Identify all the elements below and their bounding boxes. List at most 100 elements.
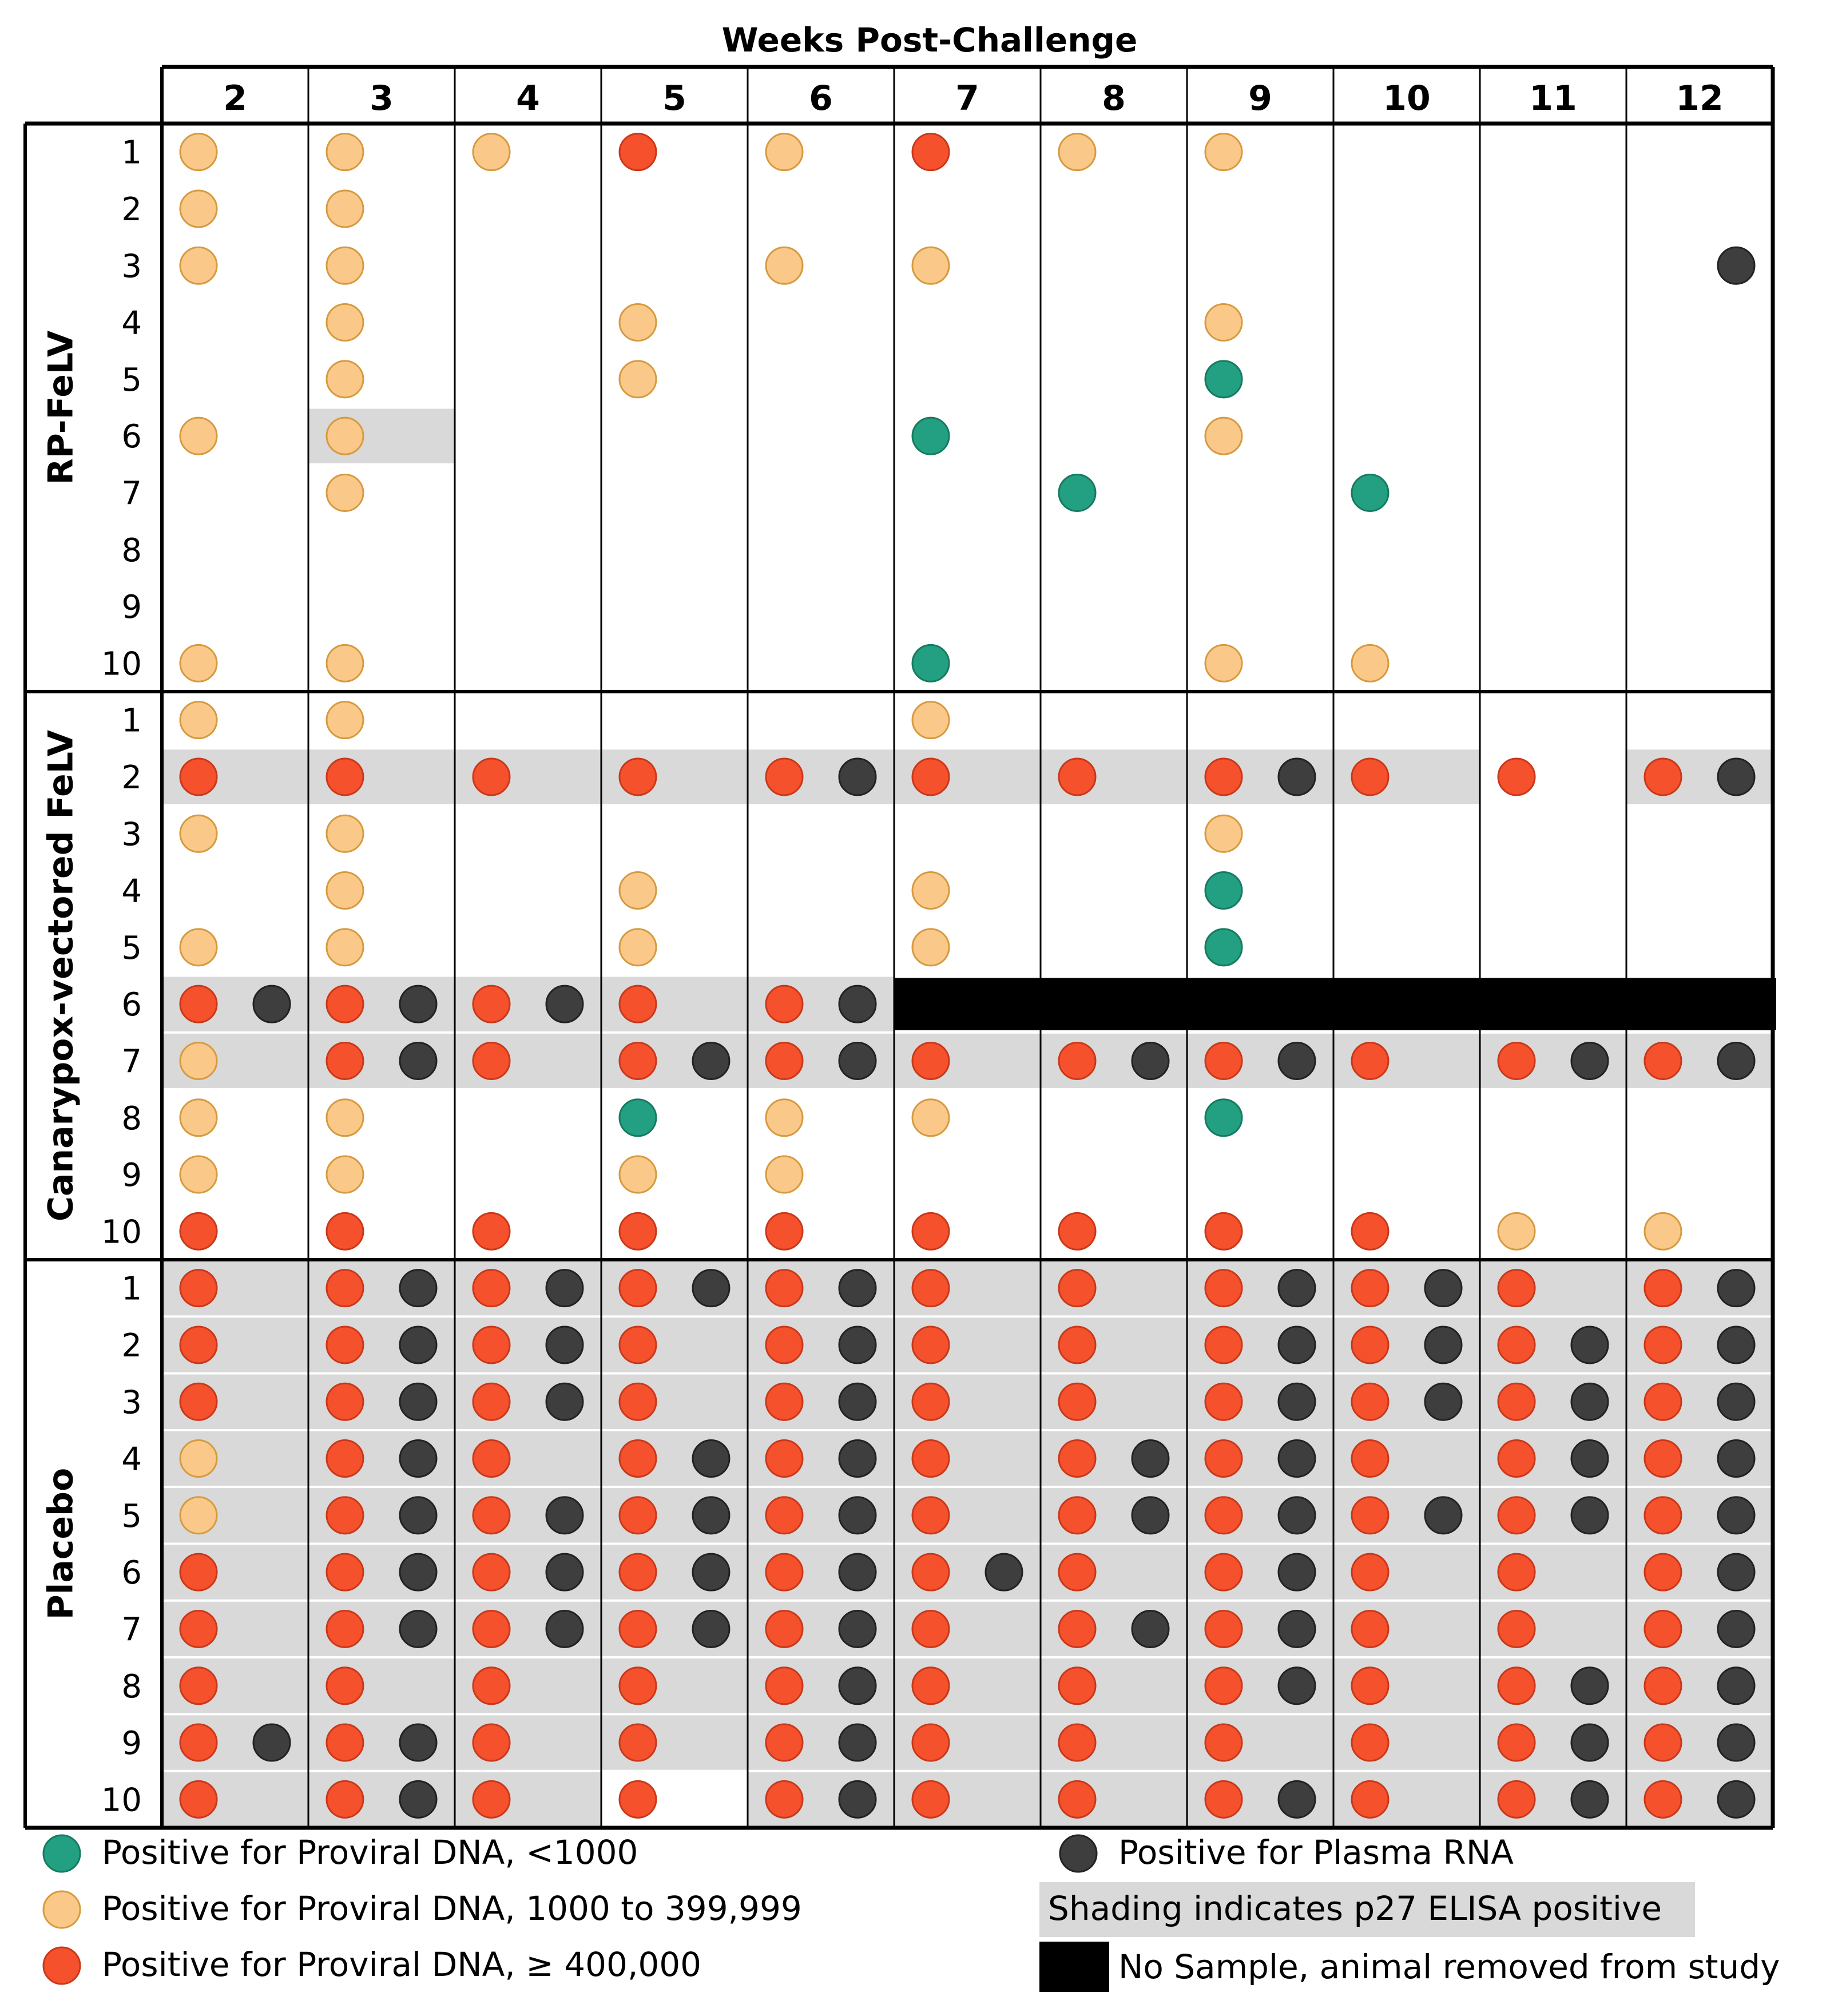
dna-dot	[179, 246, 218, 285]
dna-dot	[179, 644, 218, 682]
dna-dot	[472, 1553, 511, 1592]
dna-dot	[325, 416, 364, 455]
legend-swatch-teal	[42, 1834, 81, 1873]
dna-dot	[179, 1666, 218, 1705]
dna-dot	[325, 246, 364, 285]
dna-dot	[1644, 1439, 1682, 1478]
rna-dot	[252, 1723, 291, 1762]
dna-dot	[179, 1496, 218, 1535]
legend-swatch-removed	[1039, 1942, 1109, 1992]
dna-dot	[1351, 1723, 1390, 1762]
dna-dot	[1204, 1496, 1243, 1535]
dna-dot	[618, 1041, 657, 1080]
rna-dot	[1717, 1382, 1756, 1421]
dna-dot	[765, 757, 804, 796]
dna-dot	[325, 1439, 364, 1478]
dna-dot	[911, 1382, 950, 1421]
dna-dot	[1497, 1666, 1536, 1705]
dna-dot	[325, 1609, 364, 1648]
rna-dot	[1424, 1269, 1463, 1308]
dna-dot	[911, 1609, 950, 1648]
dna-dot	[472, 1326, 511, 1364]
dna-dot	[765, 1269, 804, 1308]
legend-label-removed: No Sample, animal removed from study	[1118, 1947, 1780, 1986]
legend-swatch-shading	[1039, 1882, 1695, 1937]
animal-label: 1	[121, 134, 142, 172]
grid-layer	[23, 65, 1775, 1830]
dna-dot	[1058, 133, 1097, 172]
dna-dot	[1497, 1269, 1536, 1308]
dna-dot	[618, 757, 657, 796]
dna-dot	[765, 1723, 804, 1762]
chart-title: Weeks Post-Challenge	[722, 21, 1138, 59]
legend-label-red: Positive for Proviral DNA, ≥ 400,000	[102, 1945, 701, 1984]
dna-dot	[911, 246, 950, 285]
rna-dot	[692, 1041, 731, 1080]
animal-label: 3	[121, 1384, 142, 1421]
dna-dot	[325, 644, 364, 682]
dna-dot	[325, 189, 364, 228]
dna-dot	[179, 1098, 218, 1137]
animal-label: 5	[121, 362, 142, 399]
dna-dot	[618, 928, 657, 967]
rna-dot	[1277, 757, 1316, 796]
rna-dot	[1277, 1326, 1316, 1364]
rna-dot	[1131, 1041, 1170, 1080]
legend-label-teal: Positive for Proviral DNA, <1000	[102, 1833, 638, 1872]
dna-dot	[1497, 1553, 1536, 1592]
rna-dot	[1277, 1041, 1316, 1080]
dna-dot	[472, 1780, 511, 1819]
animal-label: 6	[121, 986, 142, 1023]
dna-dot	[911, 1496, 950, 1535]
dna-dot	[618, 1098, 657, 1137]
dna-dot	[1351, 1382, 1390, 1421]
rna-dot	[545, 1269, 584, 1308]
rna-dot	[1424, 1382, 1463, 1421]
dna-dot	[1644, 1269, 1682, 1308]
dna-dot	[1058, 1723, 1097, 1762]
dna-dot	[1644, 1666, 1682, 1705]
rna-dot	[692, 1269, 731, 1308]
rna-dot	[838, 1326, 877, 1364]
rna-dot	[1277, 1439, 1316, 1478]
dna-dot	[1058, 1553, 1097, 1592]
dna-dot	[179, 928, 218, 967]
animal-label: 5	[121, 1498, 142, 1535]
rna-dot	[1277, 1553, 1316, 1592]
rna-dot	[1570, 1326, 1609, 1364]
rna-dot	[984, 1553, 1023, 1592]
animal-label: 10	[101, 645, 142, 682]
rna-dot	[1277, 1382, 1316, 1421]
animal-label: 2	[121, 759, 142, 796]
dna-dot	[1204, 928, 1243, 967]
dna-dot	[325, 985, 364, 1023]
legend-swatch-rna	[1059, 1834, 1098, 1873]
group-label-1: RP-FeLV	[41, 330, 81, 485]
dna-dot	[325, 133, 364, 172]
dna-dot	[765, 985, 804, 1023]
dna-dot	[1351, 1666, 1390, 1705]
dna-dot	[179, 1041, 218, 1080]
dna-dot	[765, 1609, 804, 1648]
animal-label: 9	[121, 1725, 142, 1762]
dna-dot	[325, 1723, 364, 1762]
rna-dot	[1570, 1496, 1609, 1535]
rna-dot	[692, 1439, 731, 1478]
dna-dot	[325, 1780, 364, 1819]
rna-dot	[1570, 1041, 1609, 1080]
legend-swatch-lightorange	[42, 1890, 81, 1929]
dna-dot	[765, 1155, 804, 1194]
removed-layer	[894, 978, 1776, 1030]
dna-dot	[325, 928, 364, 967]
dna-dot	[1204, 1666, 1243, 1705]
rna-dot	[838, 1382, 877, 1421]
dna-dot	[618, 1609, 657, 1648]
dna-dot	[179, 701, 218, 740]
dna-dot	[472, 1723, 511, 1762]
dna-dot	[911, 1098, 950, 1137]
rna-dot	[838, 1496, 877, 1535]
dna-dot	[765, 1041, 804, 1080]
rna-dot	[1131, 1439, 1170, 1478]
dna-dot	[765, 1382, 804, 1421]
dna-dot	[1644, 1609, 1682, 1648]
